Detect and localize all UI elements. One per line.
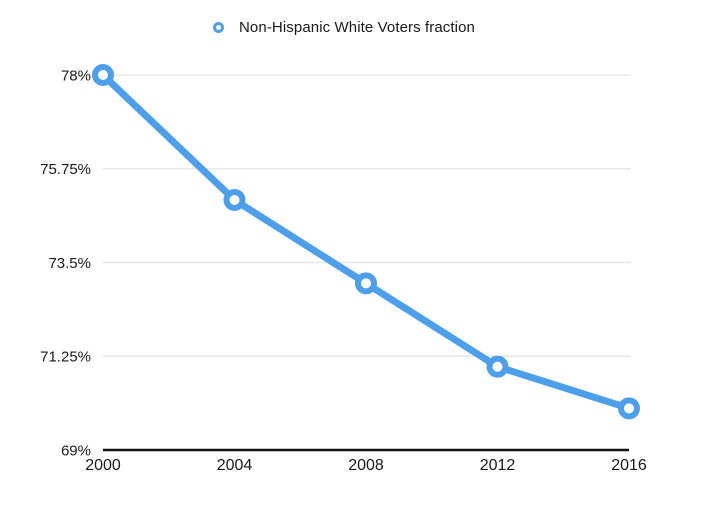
x-tick-label: 2008: [348, 457, 384, 474]
legend-series-marker-icon: [213, 22, 224, 33]
series-line: [99, 71, 633, 412]
y-tick-label: 73.5%: [48, 255, 91, 272]
data-point-marker: [486, 355, 509, 378]
y-tick-label: 78%: [61, 67, 91, 84]
y-tick-label: 75.75%: [40, 161, 91, 178]
data-point-marker: [92, 64, 114, 86]
x-tick-label: 2016: [611, 457, 647, 474]
x-tick-label: 2000: [85, 457, 121, 474]
y-tick-label: 71.25%: [40, 349, 91, 366]
legend-series-label: Non-Hispanic White Voters fraction: [239, 19, 475, 36]
data-point-marker: [355, 272, 377, 295]
y-tick-label: 69%: [61, 442, 91, 459]
chart-legend: Non-Hispanic White Voters fraction: [0, 19, 688, 36]
data-point-marker: [618, 397, 640, 420]
x-tick-label: 2004: [217, 457, 253, 474]
x-tick-label: 2012: [480, 457, 516, 474]
data-point-marker: [223, 189, 246, 211]
